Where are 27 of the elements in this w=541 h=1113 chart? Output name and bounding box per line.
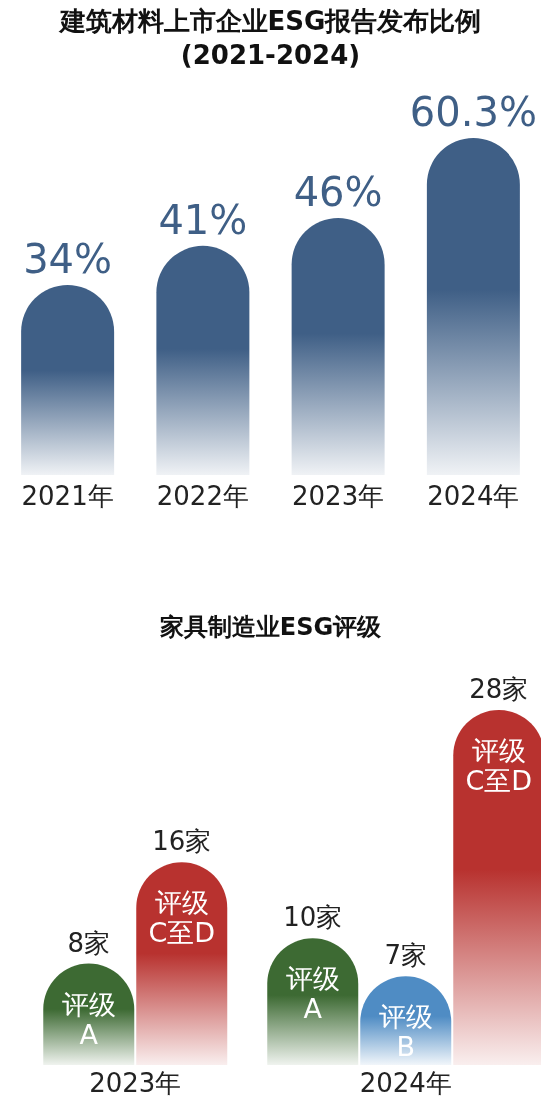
- data-label: 10家: [283, 902, 343, 933]
- x-tick-label: 2023年: [89, 1068, 182, 1098]
- series-label: 评级 B: [378, 1001, 433, 1063]
- data-label: 16家: [152, 826, 212, 857]
- series-label: 评级 C至D: [465, 735, 533, 796]
- text: 评级 C至D: [148, 887, 216, 949]
- data-label: 60.3%: [409, 89, 537, 135]
- x-tick-label: 2023年: [292, 481, 385, 511]
- data-label: 34%: [23, 235, 113, 282]
- data-label: 41%: [158, 196, 248, 243]
- chart-title: 家具制造业ESG评级: [158, 613, 383, 641]
- series-label: 评级 A: [285, 963, 340, 1025]
- data-label: 7家: [384, 940, 428, 971]
- data-label: 28家: [469, 674, 529, 704]
- x-tick-label: 2022年: [156, 481, 249, 511]
- bar: [291, 218, 385, 475]
- x-tick-label: 2024年: [359, 1068, 452, 1098]
- x-tick-label: 2024年: [427, 481, 520, 511]
- chart-subtitle: (2021-2024): [180, 40, 361, 70]
- bar: [426, 138, 520, 475]
- bar: [156, 245, 250, 475]
- data-label: 8家: [67, 927, 111, 958]
- data-label: 46%: [293, 168, 383, 215]
- chart-title: 建筑材料上市企业ESG报告发布比例: [57, 6, 482, 36]
- bar: [21, 285, 115, 475]
- x-tick-label: 2021年: [21, 481, 114, 511]
- text: 评级 A: [61, 988, 116, 1050]
